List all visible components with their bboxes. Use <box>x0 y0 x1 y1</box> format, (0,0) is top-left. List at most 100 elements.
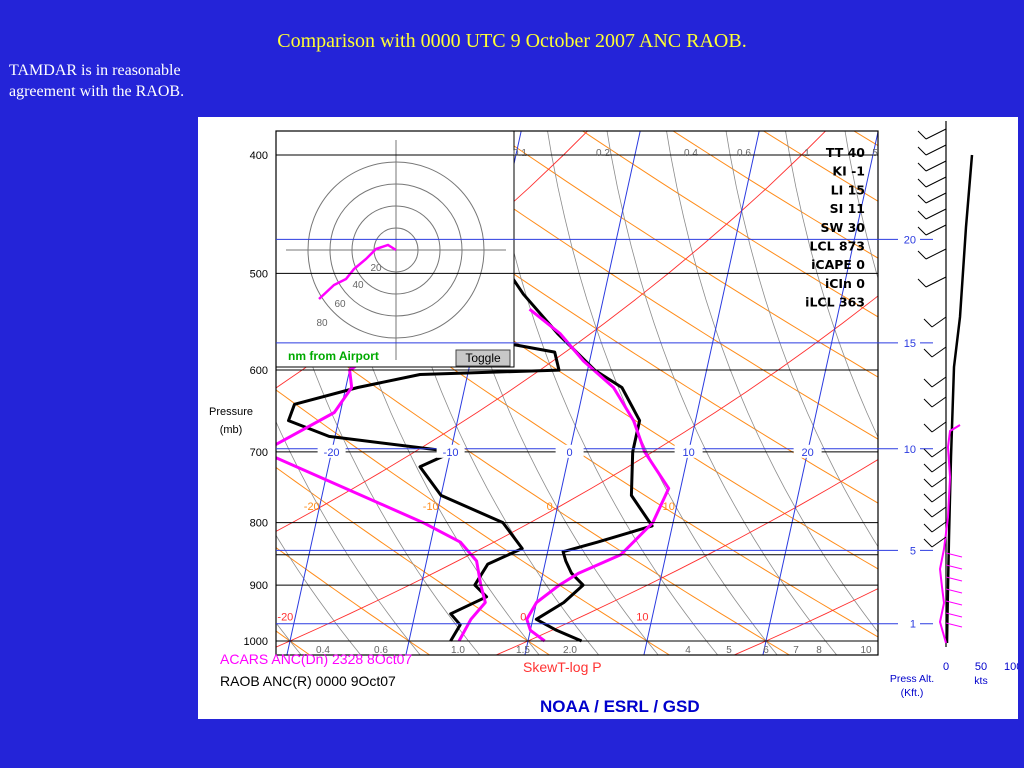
mixing-ratio-label: 0.6 <box>374 645 388 656</box>
wind-barb <box>925 224 947 236</box>
wind-barb <box>925 144 947 156</box>
wind-barb <box>917 210 927 220</box>
pressure-axis-label-1: Pressure <box>209 406 253 418</box>
chart-type-label: SkewT-log P <box>523 659 602 675</box>
wind-barb <box>931 476 947 488</box>
raob-dewpoint-line <box>276 324 561 642</box>
wind-barb <box>917 178 927 188</box>
altitude-tick-label: 1 <box>910 619 916 631</box>
toggle-button-label: Toggle <box>465 351 501 365</box>
dry-adiabat-line <box>672 131 878 259</box>
dry-adiabat-line <box>853 131 878 147</box>
mixing-ratio-top-label: 0.2 <box>596 148 610 159</box>
isotherm-line <box>762 131 878 655</box>
wind-barb <box>931 446 947 458</box>
reference-diagonal-line <box>276 131 827 532</box>
saturated-adiabat-line <box>606 131 838 655</box>
acars-wind-barb <box>945 612 963 618</box>
acars-wind-barb <box>945 600 963 606</box>
dry-adiabat-line <box>581 131 878 318</box>
pressure-tick-label: 800 <box>250 518 268 530</box>
saturated-adiabat-line <box>948 117 1018 667</box>
wind-barb <box>917 250 927 260</box>
reference-diagonal-line <box>945 117 1018 667</box>
altitude-tick-bg <box>898 616 920 630</box>
wind-barb <box>923 463 933 473</box>
wind-barb <box>923 508 933 518</box>
reference-diagonal-line <box>495 459 878 655</box>
wind-barb <box>925 160 947 172</box>
isotherm-label-bg <box>555 444 584 458</box>
slide-title: Comparison with 0000 UTC 9 October 2007 … <box>277 30 747 52</box>
hodograph-caption: nm from Airport <box>288 349 379 363</box>
stability-index: LCL 873 <box>809 239 865 254</box>
wind-barb <box>923 423 933 433</box>
wind-barb <box>923 493 933 503</box>
altitude-tick-label: 5 <box>910 545 916 557</box>
isotherm-line <box>998 117 1018 667</box>
pressure-tick-label: 700 <box>250 447 268 459</box>
saturated-adiabat-line <box>1008 117 1018 667</box>
wind-barb <box>925 248 947 260</box>
toggle-button[interactable] <box>455 349 511 367</box>
mixing-ratio-label: 10 <box>860 645 872 656</box>
wind-barb <box>925 192 947 204</box>
wind-barb <box>931 461 947 473</box>
isotherm-label-bg <box>436 444 465 458</box>
altitude-tick-label: 15 <box>904 338 916 350</box>
isotherm-label: 0 <box>567 447 573 459</box>
legend-acars: ACARS ANC(Dn) 2328 8Oct07 <box>220 651 412 667</box>
press-alt-label-2: (Kft.) <box>901 687 924 699</box>
acars-wind-barb <box>945 588 963 594</box>
stability-index: KI -1 <box>832 164 865 179</box>
wind-barb <box>917 278 927 288</box>
dry-adiabat-line <box>762 131 878 202</box>
acars-hodograph-trace <box>318 243 397 300</box>
legend-raob: RAOB ANC(R) 0000 9Oct07 <box>220 673 396 689</box>
saturated-adiabat-line <box>198 117 252 667</box>
wind-barb <box>931 491 947 503</box>
wind-barb <box>923 538 933 548</box>
wind-tick-50: 50 <box>975 661 987 673</box>
wind-tick-0: 0 <box>943 661 949 673</box>
stability-indices: TT 40 KI -1 LI 15 SI 11 SW 30 LCL 873 iCAPE 0 i… <box>805 145 865 310</box>
wind-barb <box>931 536 947 548</box>
acars-wind-speed-line <box>938 424 961 644</box>
isotherm-line <box>643 131 760 655</box>
reference-diagonal-line <box>198 117 228 667</box>
wind-barb <box>923 523 933 533</box>
skewt-chart-panel: 20 40 60 80 400 500 600 700 800 900 1000 -20 -10 0 10… <box>198 117 1018 719</box>
wind-barb <box>917 162 927 172</box>
mid-temp-label: 0 <box>547 501 553 513</box>
pressure-axis-label-2: (mb) <box>220 424 243 436</box>
wind-barb <box>931 316 947 328</box>
wind-barb <box>923 318 933 328</box>
hodograph: 20 40 60 80 <box>275 130 515 368</box>
hodograph-ring-label: 40 <box>352 280 364 291</box>
hodograph-ring-label: 80 <box>316 318 328 329</box>
wind-barb <box>917 130 927 140</box>
wind-barb <box>925 176 947 188</box>
mixing-ratio-label: 7 <box>793 645 799 656</box>
saturated-adiabat-line <box>725 131 878 548</box>
press-alt-label-1: Press Alt. <box>890 673 934 685</box>
pressure-tick-label: 900 <box>250 580 268 592</box>
acars-wind-barb <box>945 576 963 582</box>
lower-temp-label: 0 <box>520 612 526 624</box>
hodograph-ring-label: 60 <box>334 299 346 310</box>
dry-adiabat-line <box>276 547 431 655</box>
footer-credit: NOAA / ESRL / GSD <box>540 697 700 716</box>
pressure-tick-label: 500 <box>250 268 268 280</box>
mixing-ratio-label: 1.0 <box>451 645 465 656</box>
isotherm-label: 10 <box>682 447 694 459</box>
mixing-ratio-top-label: 0.6 <box>737 148 751 159</box>
wind-barb <box>931 521 947 533</box>
pressure-tick-label: 400 <box>250 150 268 162</box>
hodograph-ring-label: 20 <box>370 263 382 274</box>
altitude-tick-label: 20 <box>904 234 916 246</box>
wind-barb <box>923 478 933 488</box>
dry-adiabat-line <box>276 314 791 655</box>
dry-adiabat-line <box>276 389 671 655</box>
wind-barb <box>923 398 933 408</box>
mixing-ratio-label: 2.0 <box>563 645 577 656</box>
